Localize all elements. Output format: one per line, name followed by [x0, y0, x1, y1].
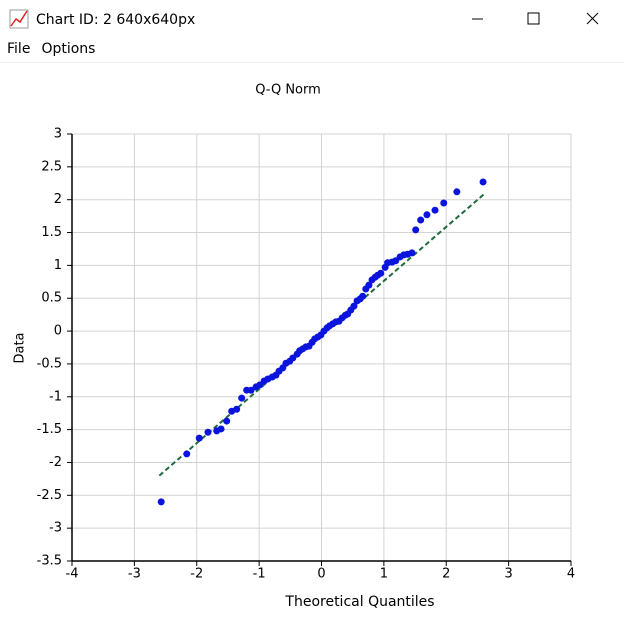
maximize-button[interactable] [527, 12, 540, 25]
x-tick-label: 3 [504, 567, 512, 582]
y-tick-label: -0.5 [37, 356, 62, 371]
menu-item[interactable]: Options [41, 41, 96, 57]
point [247, 386, 255, 394]
x-tick-label: 4 [567, 567, 575, 582]
window-title: Chart ID: 2 640x640px [36, 12, 195, 28]
point [453, 188, 461, 196]
x-tick-label: -4 [66, 567, 79, 582]
point [423, 211, 431, 219]
point [408, 249, 416, 257]
y-tick-label: 3 [54, 127, 62, 142]
x-axis-label: Theoretical Quantiles [284, 594, 434, 610]
y-tick-label: 2.5 [41, 159, 62, 174]
chart: Q-Q Norm Theoretical Quantiles Data -4 -3… [13, 83, 576, 611]
point [350, 302, 358, 310]
point [238, 394, 246, 402]
x-tick-label: -3 [128, 567, 141, 582]
title-bar-graphics: Chart ID: 2 640x640px [9, 9, 599, 29]
close-button[interactable] [586, 12, 599, 25]
point [223, 417, 231, 425]
menu-bar: File Options [0, 38, 624, 63]
y-axis-label: Data [13, 332, 28, 363]
menu-item[interactable]: File [7, 41, 31, 57]
y-tick-label: -3 [49, 521, 62, 536]
title-bar: Chart ID: 2 640x640px [0, 0, 624, 38]
point [359, 292, 367, 300]
y-tick-label: -3.5 [37, 554, 62, 569]
point [365, 281, 373, 289]
chart-title: Q-Q Norm [255, 83, 321, 98]
y-tick-label: 1 [54, 258, 62, 273]
app-icon [9, 9, 29, 29]
point [157, 498, 165, 506]
y-tick-label: -2.5 [37, 488, 62, 503]
x-tick-label: 0 [317, 567, 325, 582]
y-tick-label: 1.5 [41, 225, 62, 240]
point [183, 450, 191, 458]
point [440, 199, 448, 207]
point [417, 216, 425, 224]
y-tick-label: 0 [54, 324, 62, 339]
point [204, 428, 212, 436]
y-tick-label: -1.5 [37, 422, 62, 437]
x-tick-label: -1 [253, 567, 266, 582]
point [431, 206, 439, 214]
y-tick-label: 0.5 [41, 291, 62, 306]
y-tick-label: -1 [49, 389, 62, 404]
point [412, 226, 420, 234]
point [217, 425, 225, 433]
point [377, 269, 385, 277]
point [479, 178, 487, 186]
x-tick-label: 1 [380, 567, 388, 582]
x-tick-label: 2 [442, 567, 450, 582]
point [233, 405, 241, 413]
point [195, 434, 203, 442]
y-tick-label: -2 [49, 455, 62, 470]
y-tick-label: 2 [54, 192, 62, 207]
x-tick-label: -2 [190, 567, 203, 582]
